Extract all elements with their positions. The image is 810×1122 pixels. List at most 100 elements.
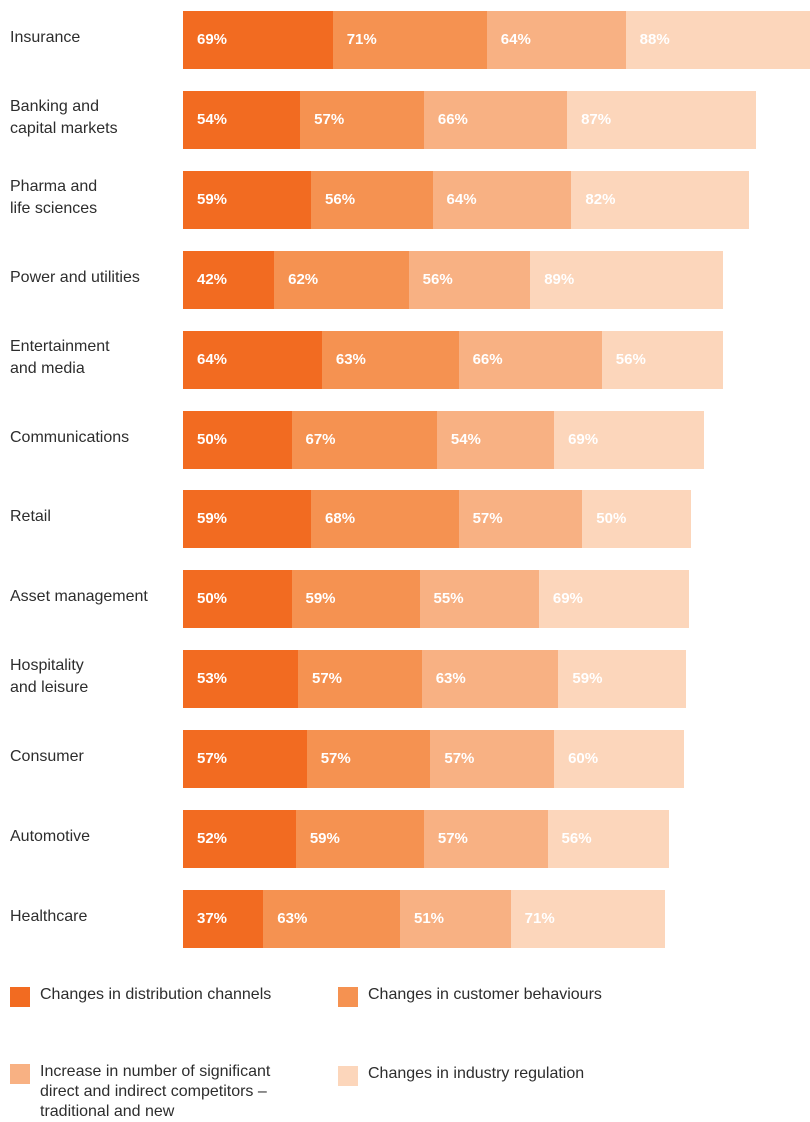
bar-segment: [558, 650, 687, 709]
category-label: Entertainment and media: [10, 337, 110, 377]
data-label: 64%: [500, 31, 531, 48]
bar-segment: [300, 90, 424, 149]
bar-segment: [183, 889, 264, 948]
legend-swatch: [338, 1066, 358, 1086]
category-label: Banking and capital markets: [10, 97, 118, 137]
data-label: 56%: [325, 190, 356, 208]
data-label: 88%: [639, 31, 670, 48]
data-label: 82%: [585, 190, 616, 208]
bar-segment: [183, 11, 333, 69]
legend-swatch: [10, 987, 30, 1007]
bar-segment: [567, 90, 756, 149]
data-label: 68%: [325, 510, 356, 528]
bar-segment: [311, 490, 459, 549]
data-label: 51%: [414, 909, 445, 927]
data-label: 64%: [197, 350, 228, 368]
bar-segment: [421, 650, 559, 709]
bar-segment: [554, 730, 685, 789]
bar-segment: [311, 170, 433, 229]
legend-label: Changes in industry regulation: [368, 1065, 585, 1082]
data-label: 67%: [305, 430, 336, 448]
data-label: 56%: [422, 270, 453, 288]
data-label: 57%: [444, 750, 475, 768]
data-label: 63%: [335, 350, 366, 368]
legend-label: Changes in distribution channels: [40, 986, 272, 1003]
bar-segment: [582, 490, 691, 549]
bar-row: 59% 56% 64% 82%: [183, 170, 750, 229]
data-label: 64%: [446, 190, 477, 208]
legend-swatch: [10, 1064, 30, 1084]
data-label: 57%: [197, 750, 228, 768]
data-label: 50%: [596, 510, 627, 528]
data-label: 66%: [437, 110, 468, 128]
data-label: 56%: [615, 350, 646, 368]
category-label: Asset management: [10, 588, 148, 606]
data-label: 59%: [572, 670, 603, 688]
bar-segment: [183, 650, 298, 709]
legend-swatch: [338, 987, 358, 1007]
category-label: Power and utilities: [10, 268, 140, 286]
data-label: 89%: [544, 270, 575, 288]
bar-segment: [291, 410, 437, 469]
bar-segment: [183, 730, 307, 789]
bar-segment: [423, 90, 568, 149]
data-label: 57%: [314, 110, 345, 128]
bar-segment: [430, 730, 555, 789]
bar-segment: [458, 330, 602, 389]
bar-segment: [183, 570, 292, 629]
bar-segment: [306, 730, 431, 789]
bar-segment: [183, 330, 322, 389]
data-label: 71%: [524, 909, 555, 927]
data-label: 59%: [309, 830, 340, 847]
bar-row: 54% 57% 66% 87%: [183, 90, 756, 149]
bar-segment: [530, 250, 724, 309]
data-label: 59%: [197, 190, 228, 208]
bar-segment: [400, 889, 511, 948]
bar-segment: [332, 11, 487, 69]
category-label: Consumer: [10, 748, 84, 766]
bar-row: 50% 59% 55% 69%: [183, 570, 689, 629]
data-label: 59%: [197, 510, 228, 528]
category-label: Pharma and life sciences: [10, 177, 98, 217]
data-label: 59%: [305, 590, 336, 608]
bar-segment: [183, 410, 292, 469]
category-label: Hospitality and leisure: [10, 657, 89, 697]
data-label: 63%: [277, 909, 308, 927]
data-label: 71%: [346, 31, 377, 48]
bar-row: 57% 57% 57% 60%: [183, 730, 685, 789]
bar-segment: [486, 11, 626, 69]
data-label: 53%: [197, 670, 228, 688]
data-label: 87%: [581, 110, 612, 128]
data-label: 57%: [320, 750, 351, 768]
bar-segment: [291, 570, 420, 629]
bar-segment: [538, 570, 689, 629]
bar-segment: [510, 889, 665, 948]
data-label: 54%: [197, 110, 228, 128]
category-label: Communications: [10, 428, 130, 446]
data-label: 69%: [197, 31, 228, 48]
data-label: 60%: [568, 750, 599, 768]
bar-row: 50% 67% 54% 69%: [183, 410, 704, 469]
bar-segment: [263, 889, 400, 948]
data-label: 54%: [450, 430, 481, 448]
bar-segment: [408, 250, 531, 309]
bar-segment: [183, 250, 275, 309]
data-label: 63%: [435, 670, 466, 688]
bar-segment: [571, 170, 750, 229]
data-label: 69%: [568, 430, 599, 448]
data-label: 57%: [437, 830, 468, 847]
bar-row: 69% 71% 64% 88%: [183, 11, 810, 69]
data-label: 50%: [197, 590, 228, 608]
bar-segment: [423, 810, 548, 868]
legend-label: Increase in number of significant direct…: [40, 1063, 271, 1120]
bar-segment: [625, 11, 810, 69]
category-label: Automotive: [10, 828, 91, 845]
category-label: Healthcare: [10, 907, 88, 925]
category-label: Insurance: [10, 29, 81, 46]
bar-row: 37% 63% 51% 71%: [183, 889, 665, 948]
bar-segment: [601, 330, 724, 389]
bar-segment: [432, 170, 572, 229]
bar-segment: [298, 650, 422, 709]
data-label: 66%: [472, 350, 503, 368]
bar-segment: [295, 810, 424, 868]
